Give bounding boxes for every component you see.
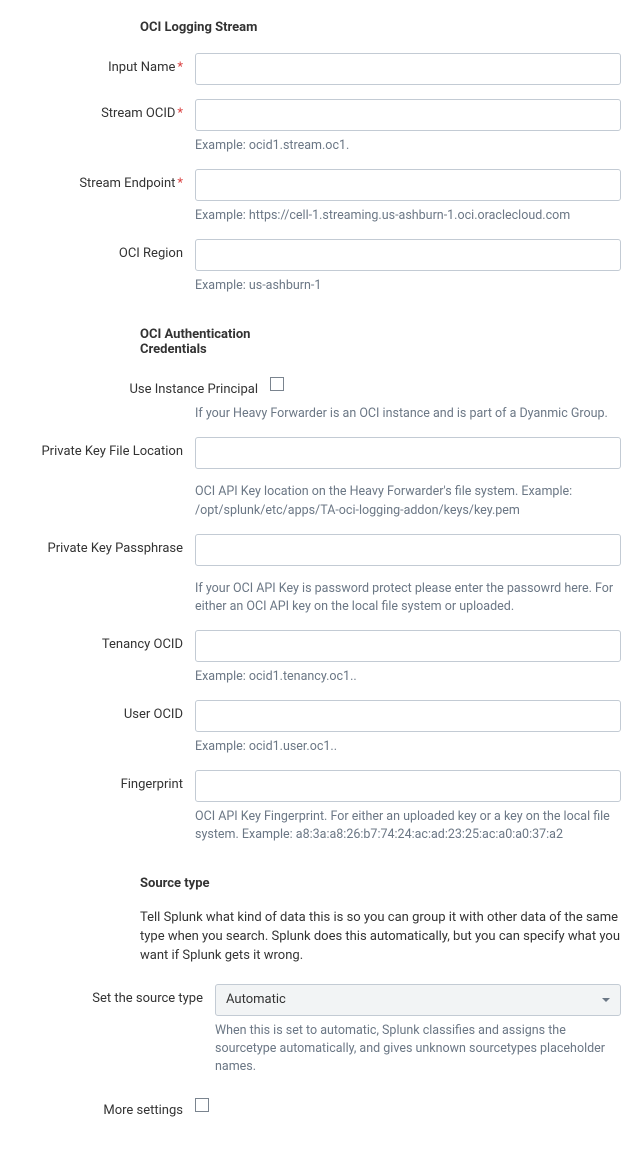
label-tenancy-ocid-text: Tenancy OCID [102, 637, 183, 652]
required-indicator: * [177, 60, 183, 75]
section-heading-source-type: Source type [140, 876, 621, 891]
label-stream-endpoint-text: Stream Endpoint [79, 176, 175, 191]
label-input-name-text: Input Name [108, 60, 175, 75]
help-user-ocid: Example: ocid1.user.oc1.. [195, 738, 621, 756]
stream-ocid-field[interactable] [195, 99, 621, 131]
set-source-type-value: Automatic [226, 992, 286, 1007]
tenancy-ocid-field[interactable] [195, 630, 621, 662]
label-set-source-type-text: Set the source type [92, 991, 203, 1006]
label-stream-ocid-text: Stream OCID [101, 106, 175, 121]
required-indicator: * [177, 176, 183, 191]
label-fingerprint-text: Fingerprint [121, 777, 183, 792]
label-stream-endpoint: Stream Endpoint* [20, 169, 195, 193]
oci-region-field[interactable] [195, 239, 621, 271]
label-input-name: Input Name* [20, 53, 195, 77]
label-oci-region: OCI Region [20, 239, 195, 263]
label-stream-ocid: Stream OCID* [20, 99, 195, 123]
label-use-instance-principal: Use Instance Principal [20, 375, 270, 399]
label-private-key-location: Private Key File Location [20, 437, 195, 461]
label-private-key-passphrase: Private Key Passphrase [20, 534, 195, 558]
required-indicator: * [177, 106, 183, 121]
label-private-key-passphrase-text: Private Key Passphrase [48, 541, 184, 556]
input-name-field[interactable] [195, 53, 621, 85]
source-type-description: Tell Splunk what kind of data this is so… [140, 909, 621, 966]
user-ocid-field[interactable] [195, 700, 621, 732]
label-user-ocid: User OCID [20, 700, 195, 724]
help-set-source-type: When this is set to automatic, Splunk cl… [215, 1022, 621, 1076]
chevron-down-icon [602, 998, 610, 1002]
label-oci-region-text: OCI Region [119, 246, 183, 261]
label-use-instance-principal-text: Use Instance Principal [129, 382, 258, 397]
stream-endpoint-field[interactable] [195, 169, 621, 201]
use-instance-principal-checkbox[interactable] [270, 377, 284, 391]
help-use-instance-principal: If your Heavy Forwarder is an OCI instan… [195, 405, 621, 423]
section-heading-auth: OCI Authentication Credentials [140, 327, 320, 357]
private-key-passphrase-field[interactable] [195, 534, 621, 566]
help-stream-endpoint: Example: https://cell-1.streaming.us-ash… [195, 207, 621, 225]
set-source-type-select[interactable]: Automatic [215, 984, 621, 1016]
label-tenancy-ocid: Tenancy OCID [20, 630, 195, 654]
help-fingerprint: OCI API Key Fingerprint. For either an u… [195, 808, 621, 844]
help-stream-ocid: Example: ocid1.stream.oc1. [195, 137, 621, 155]
label-fingerprint: Fingerprint [20, 770, 195, 794]
section-heading-stream: OCI Logging Stream [140, 20, 621, 35]
label-user-ocid-text: User OCID [124, 707, 183, 722]
help-tenancy-ocid: Example: ocid1.tenancy.oc1.. [195, 668, 621, 686]
fingerprint-field[interactable] [195, 770, 621, 802]
more-settings-checkbox[interactable] [195, 1098, 209, 1112]
help-private-key-passphrase: If your OCI API Key is password protect … [195, 580, 621, 616]
label-more-settings: More settings [20, 1096, 195, 1120]
help-oci-region: Example: us-ashburn-1 [195, 277, 621, 295]
private-key-location-field[interactable] [195, 437, 621, 469]
label-set-source-type: Set the source type [20, 984, 215, 1008]
help-private-key-location: OCI API Key location on the Heavy Forwar… [195, 483, 621, 519]
label-private-key-location-text: Private Key File Location [41, 444, 183, 459]
label-more-settings-text: More settings [103, 1103, 183, 1118]
